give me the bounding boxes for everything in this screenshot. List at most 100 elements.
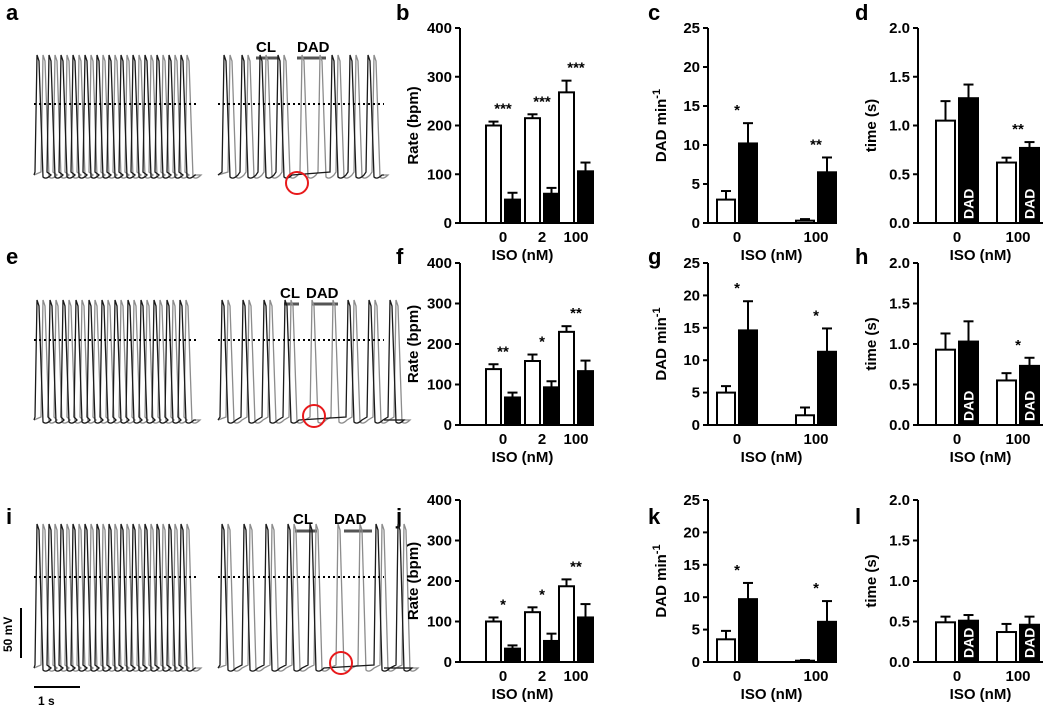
ytick-label-k-1: 5	[692, 622, 700, 639]
xlabel-g: ISO (nM)	[741, 449, 803, 466]
bar-c-1-0	[795, 219, 815, 225]
panel-label-g: g	[648, 244, 661, 269]
trace-gray-right-e	[217, 299, 412, 424]
significance-k-0: *	[734, 562, 740, 579]
ytick-label-g-2: 10	[683, 352, 700, 369]
ytick-label-h-3: 1.5	[889, 296, 910, 313]
chart-d: 0.0 0.5 1.0 1.5 2.0 time (s) 0 CL DAD 100 CL DAD ** I…	[863, 20, 1043, 264]
ytick-label-b-2: 200	[427, 118, 452, 135]
significance-d-1: **	[1012, 121, 1024, 138]
ytick-label-l-4: 2.0	[889, 492, 910, 509]
ylabel-d: time (s)	[863, 99, 880, 152]
xtick-label-g-0: 0	[733, 431, 741, 448]
ytick-label-h-1: 0.5	[889, 377, 910, 394]
ytick-label-d-1: 0.5	[889, 166, 910, 183]
xlabel-d: ISO (nM)	[950, 247, 1012, 264]
bar-label-l-1-1: DAD	[1022, 628, 1038, 658]
significance-f-2: **	[570, 305, 582, 322]
ylabel-l: time (s)	[863, 554, 880, 607]
bar-c-0-1	[738, 142, 758, 224]
bar-label-h-0-0: CL	[938, 402, 954, 421]
panel-label-d: d	[855, 0, 868, 25]
ytick-label-g-1: 5	[692, 385, 700, 402]
ytick-label-h-0: 0.0	[889, 417, 910, 434]
ytick-label-h-4: 2.0	[889, 255, 910, 272]
ytick-label-l-3: 1.5	[889, 533, 910, 550]
bar-b-2-0	[558, 91, 575, 224]
bar-g-1-1	[817, 350, 837, 426]
trace-gray-left-a	[33, 54, 203, 179]
bar-label-l-0-1: DAD	[961, 628, 977, 658]
bar-j-1-1	[543, 639, 560, 664]
ytick-label-l-0: 0.0	[889, 654, 910, 671]
ytick-label-d-3: 1.5	[889, 69, 910, 86]
xtick-label-d-1: 100	[1005, 229, 1030, 246]
significance-b-1: ***	[533, 93, 551, 110]
panel-label-a: a	[6, 0, 19, 25]
significance-h-1: *	[1015, 337, 1021, 354]
ytick-label-d-4: 2.0	[889, 20, 910, 37]
xlabel-k: ISO (nM)	[741, 686, 803, 703]
trace-group-e	[33, 299, 412, 428]
bar-f-1-0	[524, 360, 541, 427]
chart-g: 0 5 10 15 20 25 DAD min-1 0 * 100 * ISO (nM)	[651, 255, 837, 466]
bar-label-d-0-0: CL	[938, 200, 954, 219]
trace-dark-left-e	[33, 299, 196, 424]
ytick-label-l-1: 0.5	[889, 614, 910, 631]
ytick-label-l-2: 1.0	[889, 573, 910, 590]
ytick-label-j-4: 400	[427, 492, 452, 509]
bar-f-2-1	[577, 370, 594, 427]
cl-tag-a: CL	[256, 39, 276, 56]
xtick-label-k-0: 0	[733, 668, 741, 685]
significance-c-1: **	[810, 136, 822, 153]
trace-gray-right-i	[217, 523, 420, 672]
ytick-label-k-2: 10	[683, 589, 700, 606]
trace-gray-left-i	[33, 523, 203, 672]
bar-label-l-1-0: CL	[999, 639, 1015, 658]
ytick-label-k-3: 15	[683, 557, 700, 574]
panel-label-h: h	[855, 244, 868, 269]
ylabel-c: DAD min-1	[651, 89, 670, 162]
ytick-label-f-3: 300	[427, 296, 452, 313]
bar-label-l-0-0: CL	[938, 639, 954, 658]
ytick-label-c-0: 0	[692, 215, 700, 232]
panel-label-l: l	[855, 504, 861, 529]
xtick-label-f-1: 2	[538, 431, 546, 448]
chart-l: 0.0 0.5 1.0 1.5 2.0 time (s) 0 CL DAD 100 CL DAD ISO…	[863, 492, 1043, 703]
bar-label-h-1-1: DAD	[1022, 391, 1038, 421]
xlabel-b: ISO (nM)	[492, 247, 554, 264]
ytick-label-j-0: 0	[444, 654, 452, 671]
chart-b: 0 100 200 300 400 Rate (bpm) 0 *** 2 *** 100 *** ISO…	[405, 20, 594, 264]
xtick-label-l-0: 0	[953, 668, 961, 685]
dad-marker-circle-i	[329, 651, 353, 675]
panel-label-b: b	[396, 0, 409, 25]
bar-b-1-0	[524, 117, 541, 224]
panel-label-k: k	[648, 504, 661, 529]
xtick-label-h-0: 0	[953, 431, 961, 448]
bar-label-h-1-0: CL	[999, 402, 1015, 421]
xlabel-c: ISO (nM)	[741, 247, 803, 264]
dad-tag-e: DAD	[306, 285, 339, 302]
ytick-label-k-0: 0	[692, 654, 700, 671]
significance-b-2: ***	[567, 60, 585, 77]
xtick-label-b-2: 100	[563, 229, 588, 246]
ylabel-b: Rate (bpm)	[405, 86, 422, 164]
significance-j-1: *	[539, 586, 545, 603]
xlabel-h: ISO (nM)	[950, 449, 1012, 466]
cl-tag-i: CL	[293, 511, 313, 528]
significance-f-1: *	[539, 334, 545, 351]
time-scale-label: 1 s	[38, 694, 55, 708]
trace-group-a	[33, 54, 390, 195]
ytick-label-c-4: 20	[683, 59, 700, 76]
ytick-label-b-0: 0	[444, 215, 452, 232]
trace-group-i	[33, 523, 420, 675]
bar-c-1-1	[817, 171, 837, 225]
dad-tag-a: DAD	[297, 39, 330, 56]
xtick-label-j-2: 100	[563, 668, 588, 685]
significance-f-0: **	[497, 343, 509, 360]
xtick-label-k-1: 100	[803, 668, 828, 685]
significance-g-0: *	[734, 280, 740, 297]
dad-marker-circle-e	[302, 404, 326, 428]
ytick-label-f-0: 0	[444, 417, 452, 434]
